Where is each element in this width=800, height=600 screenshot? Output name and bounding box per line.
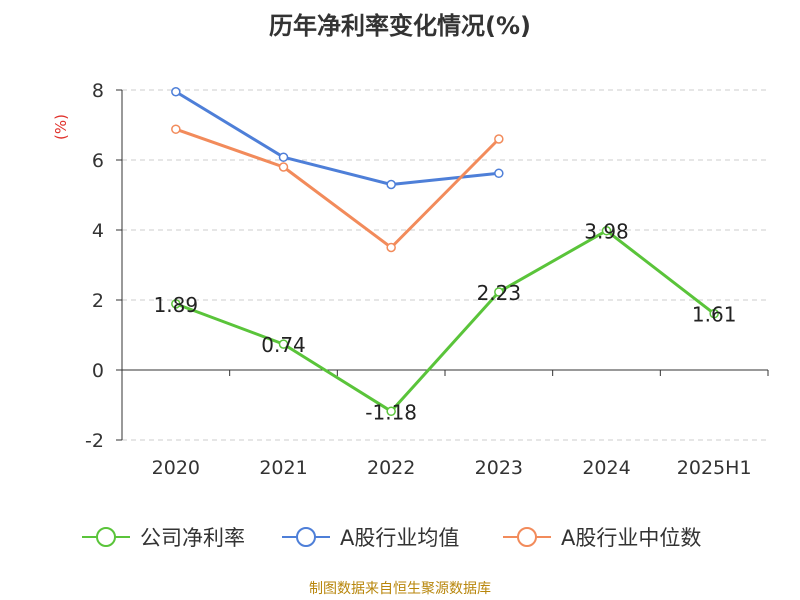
data-label: 1.61 [692,303,737,327]
y-tick-label: -2 [85,430,104,452]
data-point [494,168,504,179]
data-point [278,162,289,172]
data-point [386,406,396,417]
data-point [709,308,719,319]
series-line [175,229,716,413]
legend-label: A股行业均值 [340,526,459,550]
source-footer: 制图数据来自恒生聚源数据库 [309,581,491,597]
data-point [171,299,181,309]
legend-marker [296,527,316,547]
x-tick-label: 2024 [582,457,630,479]
legend-label: 公司净利率 [140,526,245,550]
data-point [386,242,396,253]
x-tick-label: 2021 [259,457,307,479]
data-label: -1.18 [365,400,417,424]
data-point [171,124,181,134]
data-label: 2.23 [477,281,522,305]
legend-marker [96,527,116,547]
y-tick-label: 6 [92,150,104,172]
legend-marker [517,527,537,547]
data-point [494,287,504,297]
data-point [278,152,289,162]
chart-title: 历年净利率变化情况(%) [269,12,531,40]
data-label: 0.74 [261,333,306,357]
y-tick-label: 2 [92,290,104,312]
y-tick-label: 8 [92,80,104,102]
data-point [494,134,504,144]
data-point [278,339,289,349]
data-label: 1.89 [154,293,199,317]
data-point [386,179,396,190]
x-tick-label: 2022 [367,457,415,479]
data-point [171,87,181,97]
y-tick-label: 0 [92,360,104,382]
data-point [601,225,612,236]
y-axis-label: (%) [52,114,70,140]
x-tick-label: 2020 [152,457,200,479]
y-tick-label: 4 [92,220,104,242]
series-line [175,127,500,249]
x-tick-label: 2023 [475,457,523,479]
data-label: 3.98 [584,220,629,244]
legend-label: A股行业中位数 [561,526,701,550]
series-line [175,90,499,186]
x-tick-label: 2025H1 [677,457,752,479]
